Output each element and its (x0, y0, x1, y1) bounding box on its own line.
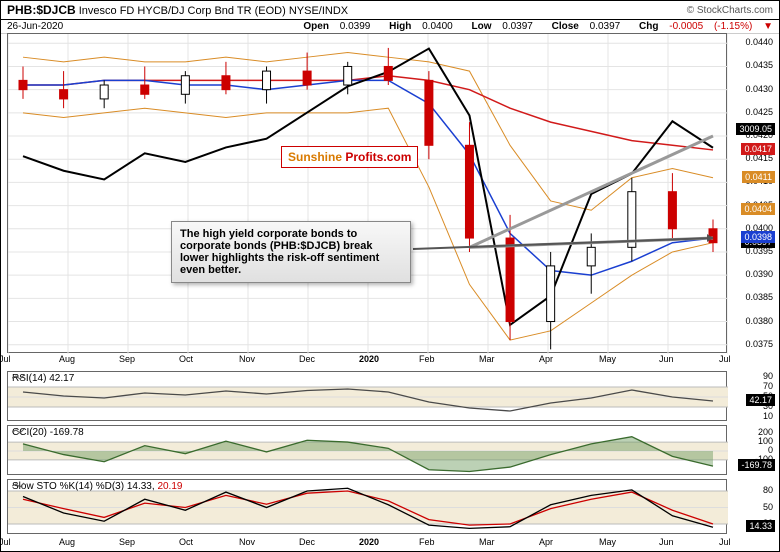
cci-panel: CCI(20) -169.78 (7, 425, 727, 475)
ticker-symbol: PHB:$DJCB (7, 3, 76, 17)
rsi-yaxis: 103050709042.17 (729, 371, 777, 421)
attribution: © StockCharts.com (687, 5, 773, 16)
watermark: Sunshine Profits.com (281, 146, 418, 168)
y-axis: 0.03750.03800.03850.03900.03950.04000.04… (729, 33, 777, 353)
exchange: NYSE/INDX (289, 5, 348, 17)
sto-yaxis: 20508014.33 (729, 479, 777, 534)
main-chart (7, 33, 727, 353)
annotation-callout: The high yield corporate bonds to corpor… (171, 221, 411, 283)
sto-panel: Slow STO %K(14) %D(3) 14.33, 20.19 (7, 479, 727, 534)
ohlc-values: Open 0.0399 High 0.0400 Low 0.0397 Close… (287, 21, 773, 32)
chart-header: PHB:$DJCB Invesco FD HYCB/DJ Corp Bnd TR… (1, 1, 779, 20)
ohlc-row: 26-Jun-2020 Open 0.0399 High 0.0400 Low … (1, 20, 779, 34)
date: 26-Jun-2020 (7, 21, 63, 32)
rsi-panel: RSI(14) 42.17 (7, 371, 727, 421)
cci-yaxis: -200-1000100200-169.78 (729, 425, 777, 475)
ticker-desc: Invesco FD HYCB/DJ Corp Bnd TR (EOD) (79, 5, 286, 17)
